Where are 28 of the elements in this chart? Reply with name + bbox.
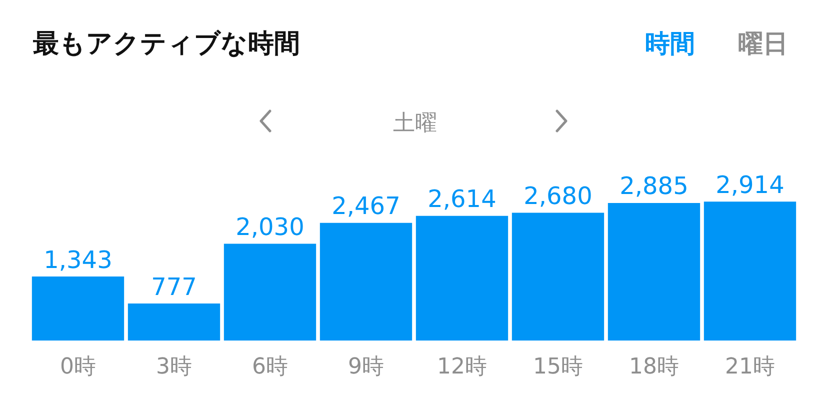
text: 曜日 [738,28,788,60]
data-label: 777 [151,272,197,301]
text: 時間 [645,28,695,60]
x-tick-label: 15時 [533,354,583,380]
bar [320,222,412,341]
data-label: 2,467 [332,192,400,220]
bar [32,276,124,341]
x-tick-label: 3時 [156,354,192,380]
chart-title: 最もアクティブな時間 [33,28,300,61]
data-label: 2,680 [524,182,592,210]
x-tick-label: 21時 [725,354,775,380]
bar [224,244,316,341]
bar [608,202,700,341]
bar [512,212,604,341]
x-tick-label: 9時 [348,354,384,380]
data-label: 2,914 [716,170,784,199]
bar [416,216,508,341]
chart-subtitle: 土曜 [392,110,438,138]
x-tick-label: 6時 [252,354,288,380]
data-label: 1,343 [44,246,112,274]
bar [128,304,220,341]
x-tick-label: 18時 [629,354,679,380]
x-tick-label: 12時 [437,354,487,380]
x-tick-label: 0時 [60,354,96,380]
data-label: 2,614 [428,185,496,214]
data-label: 2,030 [236,212,304,241]
bar [704,202,796,341]
data-label: 2,885 [620,172,688,200]
